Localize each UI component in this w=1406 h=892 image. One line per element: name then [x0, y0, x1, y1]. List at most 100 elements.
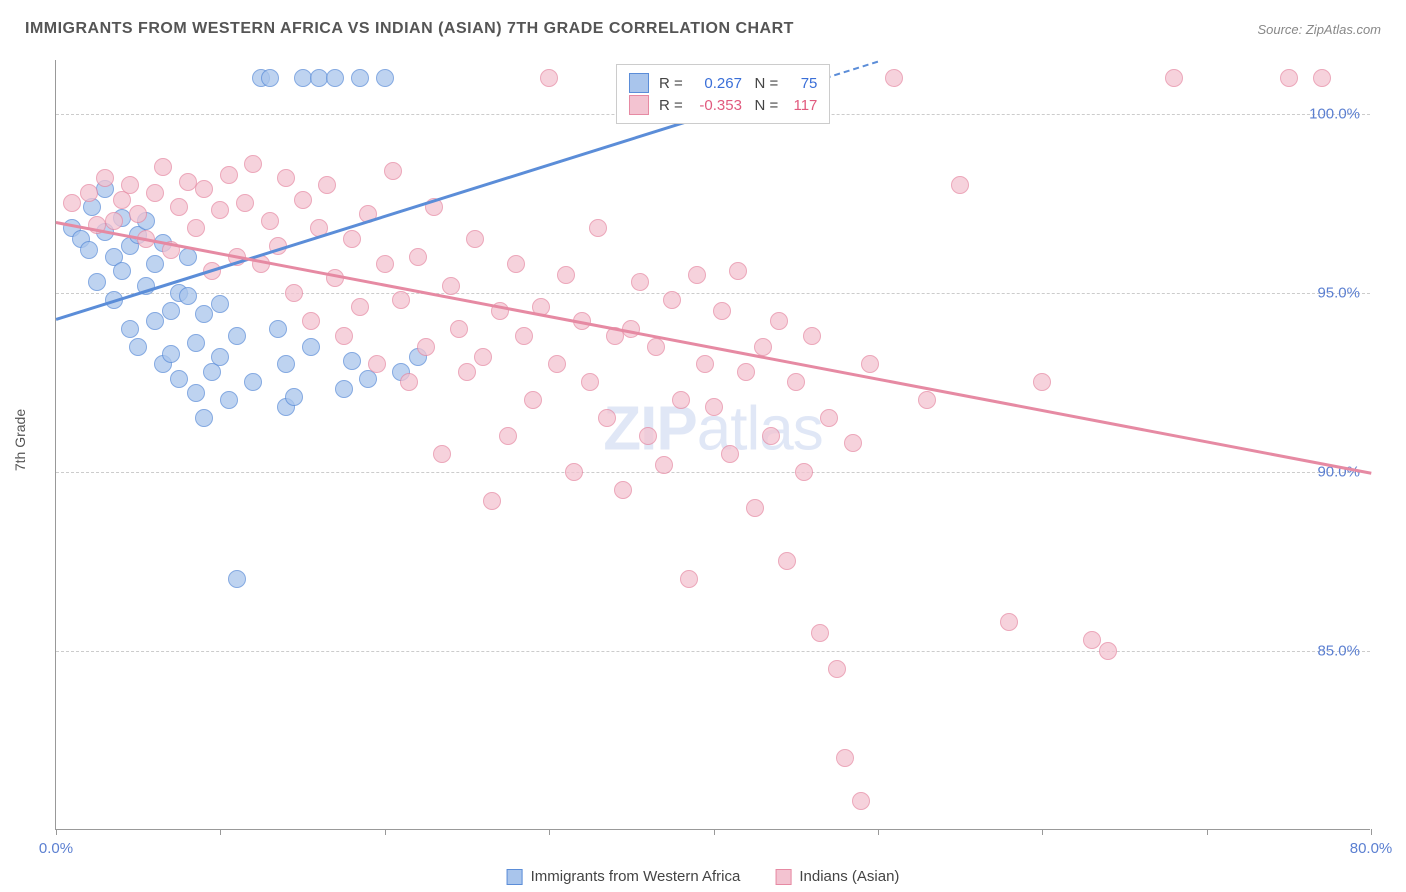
scatter-point — [335, 380, 353, 398]
scatter-point — [861, 355, 879, 373]
scatter-point — [852, 792, 870, 810]
scatter-point — [565, 463, 583, 481]
scatter-point — [705, 398, 723, 416]
bottom-legend-item: Indians (Asian) — [775, 868, 899, 885]
scatter-point — [721, 445, 739, 463]
scatter-point — [918, 391, 936, 409]
scatter-point — [737, 363, 755, 381]
scatter-point — [80, 184, 98, 202]
scatter-point — [294, 69, 312, 87]
scatter-point — [770, 312, 788, 330]
scatter-point — [631, 273, 649, 291]
scatter-point — [828, 660, 846, 678]
scatter-point — [713, 302, 731, 320]
scatter-point — [179, 173, 197, 191]
scatter-point — [211, 348, 229, 366]
legend-row: R = 0.267 N = 75 — [629, 73, 817, 93]
scatter-point — [63, 194, 81, 212]
scatter-plot-area: ZIPatlas 85.0%90.0%95.0%100.0%0.0%80.0%R… — [55, 60, 1370, 830]
scatter-point — [1033, 373, 1051, 391]
y-tick-label: 85.0% — [1317, 642, 1360, 659]
scatter-point — [146, 184, 164, 202]
trendline — [56, 221, 1371, 474]
y-axis-label: 7th Grade — [12, 409, 28, 471]
bottom-legend-item: Immigrants from Western Africa — [507, 868, 741, 885]
scatter-point — [162, 302, 180, 320]
scatter-point — [647, 338, 665, 356]
scatter-point — [400, 373, 418, 391]
x-tick — [1371, 829, 1372, 835]
scatter-point — [672, 391, 690, 409]
scatter-point — [351, 298, 369, 316]
scatter-point — [589, 219, 607, 237]
scatter-point — [96, 169, 114, 187]
scatter-point — [285, 388, 303, 406]
scatter-point — [442, 277, 460, 295]
scatter-point — [179, 248, 197, 266]
scatter-point — [154, 158, 172, 176]
scatter-point — [614, 481, 632, 499]
scatter-point — [220, 166, 238, 184]
scatter-point — [499, 427, 517, 445]
legend-stat-text: R = 0.267 N = 75 — [659, 75, 817, 92]
scatter-point — [277, 355, 295, 373]
scatter-point — [302, 338, 320, 356]
scatter-point — [269, 320, 287, 338]
x-tick — [385, 829, 386, 835]
scatter-point — [351, 69, 369, 87]
scatter-point — [1313, 69, 1331, 87]
scatter-point — [680, 570, 698, 588]
legend-row: R = -0.353 N = 117 — [629, 95, 817, 115]
scatter-point — [211, 295, 229, 313]
scatter-point — [318, 176, 336, 194]
scatter-point — [285, 284, 303, 302]
scatter-point — [696, 355, 714, 373]
scatter-point — [146, 312, 164, 330]
scatter-point — [121, 320, 139, 338]
scatter-point — [820, 409, 838, 427]
x-tick — [1207, 829, 1208, 835]
scatter-point — [261, 212, 279, 230]
gridline-horizontal — [56, 293, 1370, 294]
gridline-horizontal — [56, 472, 1370, 473]
scatter-point — [195, 305, 213, 323]
y-tick-label: 95.0% — [1317, 284, 1360, 301]
legend-label: Immigrants from Western Africa — [531, 868, 741, 885]
x-tick — [220, 829, 221, 835]
gridline-horizontal — [56, 651, 1370, 652]
scatter-point — [639, 427, 657, 445]
scatter-point — [113, 262, 131, 280]
legend-stat-text: R = -0.353 N = 117 — [659, 97, 817, 114]
scatter-point — [762, 427, 780, 445]
legend-swatch — [775, 869, 791, 885]
scatter-point — [211, 201, 229, 219]
scatter-point — [228, 570, 246, 588]
scatter-point — [557, 266, 575, 284]
scatter-point — [548, 355, 566, 373]
scatter-point — [598, 409, 616, 427]
x-tick-label: 0.0% — [39, 840, 73, 857]
scatter-point — [80, 241, 98, 259]
scatter-point — [746, 499, 764, 517]
scatter-point — [1000, 613, 1018, 631]
scatter-point — [277, 169, 295, 187]
scatter-point — [795, 463, 813, 481]
scatter-point — [129, 338, 147, 356]
scatter-point — [688, 266, 706, 284]
scatter-point — [187, 219, 205, 237]
scatter-point — [195, 180, 213, 198]
trendline — [56, 107, 731, 321]
scatter-point — [170, 370, 188, 388]
scatter-point — [1099, 642, 1117, 660]
bottom-legend: Immigrants from Western Africa Indians (A… — [507, 868, 900, 885]
scatter-point — [146, 255, 164, 273]
scatter-point — [88, 273, 106, 291]
scatter-point — [302, 312, 320, 330]
scatter-point — [244, 373, 262, 391]
scatter-point — [228, 327, 246, 345]
scatter-point — [811, 624, 829, 642]
chart-title: IMMIGRANTS FROM WESTERN AFRICA VS INDIAN… — [25, 20, 794, 38]
scatter-point — [515, 327, 533, 345]
scatter-point — [105, 212, 123, 230]
legend-swatch — [507, 869, 523, 885]
